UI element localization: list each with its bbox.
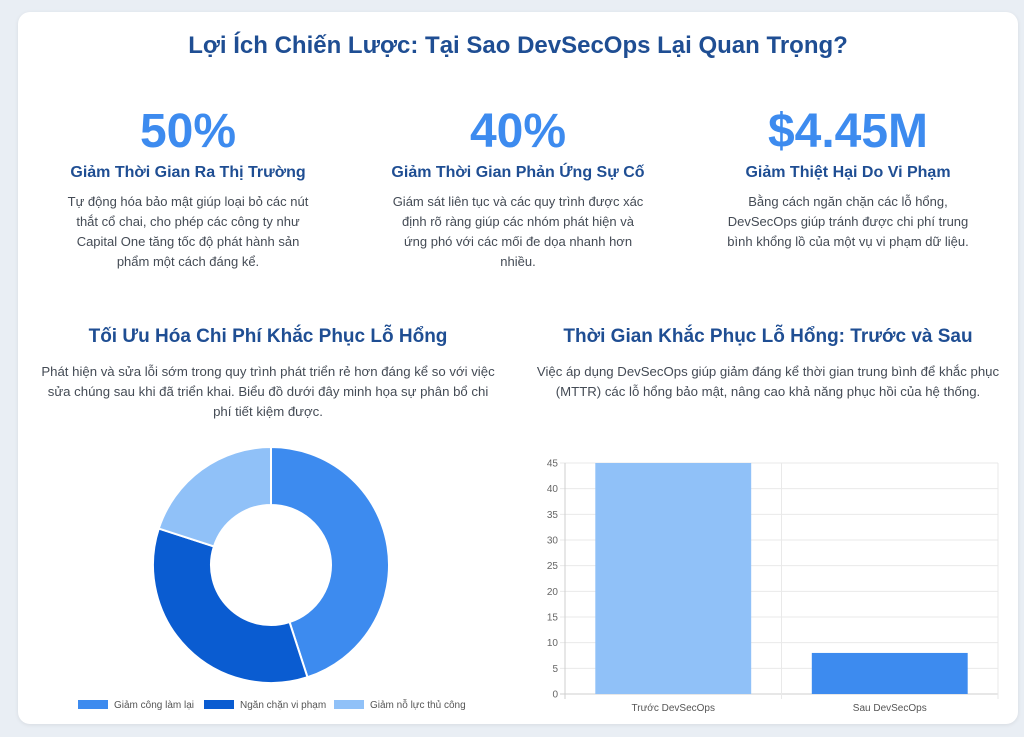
bar (811, 652, 968, 694)
cost-section-description: Phát hiện và sửa lỗi sớm trong quy trình… (41, 364, 495, 419)
stat-label: Giảm Thời Gian Phản Ứng Sự Cố (391, 164, 645, 181)
legend-swatch (334, 700, 364, 709)
stat-value: 40% (469, 105, 567, 158)
legend-label: Giảm công làm lại (114, 700, 194, 711)
x-tick-label: Trước DevSecOps (632, 703, 715, 714)
stat-description: Giám sát liên tục và các quy trình được … (392, 194, 644, 269)
y-tick-label: 45 (547, 459, 559, 470)
stat-value: 50% (139, 105, 237, 158)
stat-description: Bằng cách ngăn chặn các lỗ hổng, DevSecO… (727, 194, 969, 249)
y-tick-label: 35 (547, 510, 559, 521)
stat-time-to-market: 50% Giảm Thời Gian Ra Thị Trường Tự động… (38, 104, 338, 272)
page-title: Lợi Ích Chiến Lược: Tại Sao DevSecOps Lạ… (188, 32, 848, 59)
mttr-section-title: Thời Gian Khắc Phục Lỗ Hổng: Trước và Sa… (563, 326, 973, 347)
cost-donut-chart: Giảm công làm lại Ngăn chặn vi phạm Giảm n… (78, 445, 466, 711)
y-tick-label: 10 (547, 638, 559, 649)
stat-label: Giảm Thiệt Hại Do Vi Phạm (745, 164, 951, 181)
legend-swatch (204, 700, 234, 709)
donut-slice (152, 527, 309, 684)
y-tick-label: 30 (547, 536, 559, 547)
mttr-bar-chart: 0 5 10 15 20 25 30 35 40 45 Trước DevSecOps Sau Dev… (547, 459, 999, 714)
stat-value: $4.45M (767, 105, 929, 158)
stat-description: Tự động hóa bảo mật giúp loại bỏ các nút… (67, 194, 309, 269)
mttr-section-description: Việc áp dụng DevSecOps giúp giảm đáng kể… (536, 364, 1000, 399)
y-tick-label: 5 (552, 664, 558, 675)
stat-breach-damage: $4.45M Giảm Thiệt Hại Do Vi Phạm Bằng cá… (698, 104, 998, 252)
main-card: Lợi Ích Chiến Lược: Tại Sao DevSecOps Lạ… (18, 12, 1018, 724)
legend-label: Ngăn chặn vi phạm (240, 700, 326, 711)
stat-label: Giảm Thời Gian Ra Thị Trường (70, 164, 306, 181)
bar (595, 463, 752, 694)
y-tick-label: 25 (547, 561, 559, 572)
legend-swatch (78, 700, 108, 709)
y-tick-label: 40 (547, 484, 559, 495)
stat-incident-response: 40% Giảm Thời Gian Phản Ứng Sự Cố Giám s… (368, 104, 668, 272)
y-tick-label: 0 (552, 690, 558, 701)
donut-slice (157, 445, 272, 548)
x-tick-label: Sau DevSecOps (853, 703, 927, 714)
cost-section-title: Tối Ưu Hóa Chi Phí Khắc Phục Lỗ Hổng (88, 326, 448, 347)
legend-label: Giảm nỗ lực thủ công (370, 698, 466, 711)
y-tick-label: 15 (547, 613, 559, 624)
y-tick-label: 20 (547, 587, 559, 598)
donut-slice (270, 445, 390, 679)
